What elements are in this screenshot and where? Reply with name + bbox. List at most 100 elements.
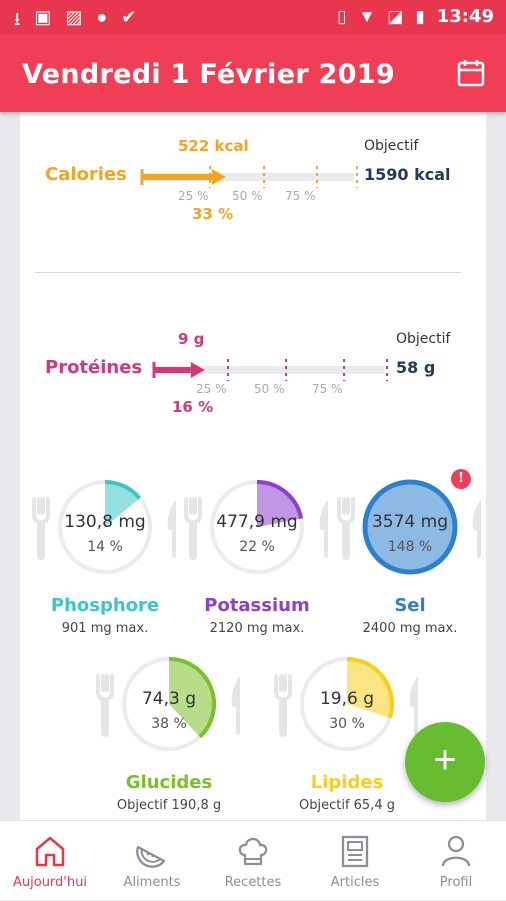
proteines-label: Protéines — [45, 357, 143, 378]
ring-fill — [169, 659, 215, 737]
nutrient-name: Lipides — [310, 772, 384, 793]
proteines-objective-value: 58 g — [396, 358, 436, 377]
proteines-objective-label: Objectif — [396, 331, 451, 347]
nutrient-value: 74,3 g — [141, 689, 197, 709]
calories-tick-25: 25 % — [178, 189, 209, 203]
nutrient-name: Phosphore — [50, 595, 160, 616]
nav-item-articles[interactable]: Articles — [305, 821, 405, 901]
progress-arrow — [190, 362, 205, 378]
ring-arc — [346, 657, 394, 719]
nutrient-lipides[interactable]: 19,6 g 30 % Lipides Objectif 65,4 g — [262, 644, 432, 844]
ring-fill — [347, 659, 392, 718]
person-icon — [441, 835, 471, 867]
alert-badge: ! — [451, 469, 471, 489]
calories-percent: 33 % — [192, 205, 234, 223]
summary-card: Calories 522 kcal Objectif 1590 kcal 25 … — [20, 112, 486, 820]
nav-label-aliments: Aliments — [123, 875, 181, 890]
divider — [35, 272, 461, 273]
record-icon: ● — [96, 7, 108, 27]
nutrient-name: Sel — [394, 595, 426, 616]
progress-fill — [142, 174, 212, 180]
nutrient-value: 130,8 mg — [64, 512, 146, 532]
nutrient-glucides[interactable]: 74,3 g 38 % Glucides Objectif 190,8 g — [84, 644, 254, 844]
battery-icon: ▮ — [415, 6, 425, 26]
proteines-current: 9 g — [178, 330, 205, 348]
nutrient-percent: 30 % — [329, 716, 365, 732]
ring-fill — [105, 482, 140, 527]
knife-icon — [409, 676, 418, 735]
nutrient-percent: 22 % — [239, 539, 275, 555]
nutrient-sel[interactable]: 3574 mg 148 % Sel 2400 mg max.! — [325, 467, 495, 667]
ring-fill — [257, 482, 302, 527]
vibrate-icon: ▯ — [337, 6, 347, 26]
nutrient-value: 3574 mg — [371, 512, 449, 532]
status-bar: ⭳ ▣ ▨ ● ✔ ▯ ▼ ◪ ▮ 13:49 — [0, 0, 506, 34]
nutrient-max: 2400 mg max. — [362, 621, 458, 636]
knife-icon — [167, 499, 176, 558]
knife-icon — [319, 499, 328, 558]
nutrient-max: Objectif 190,8 g — [116, 798, 222, 813]
calories-current: 522 kcal — [178, 137, 249, 155]
nutrient-potassium[interactable]: 477,9 mg 22 % Potassium 2120 mg max. — [172, 467, 342, 667]
progress-fill — [154, 367, 191, 373]
watermelon-icon — [136, 845, 166, 868]
phone-download-icon: ▣ — [34, 7, 52, 27]
wifi-icon: ▼ — [358, 6, 376, 26]
ring-arc — [104, 480, 142, 500]
nutrient-percent: 38 % — [151, 716, 187, 732]
nutrient-ring-potassium — [184, 480, 328, 574]
nav-item-aliments[interactable]: Aliments — [102, 821, 202, 901]
app-bar: Vendredi 1 Février 2019 — [0, 34, 506, 112]
ring-fill — [362, 479, 458, 575]
progress-track — [154, 366, 384, 374]
proteines-percent: 16 % — [172, 398, 214, 416]
fork-icon — [274, 674, 292, 738]
calories-objective-label: Objectif — [364, 138, 419, 154]
fork-icon — [184, 497, 202, 561]
nutrient-name: Glucides — [125, 772, 213, 793]
bottom-navigation: Aujourd'hui Aliments Recettes Articles P… — [0, 820, 506, 900]
progress-track — [142, 173, 354, 181]
nutrient-ring-sel — [337, 479, 481, 575]
download-icon: ⭳ — [14, 9, 21, 29]
proteines-tick-75: 75 % — [312, 382, 343, 396]
nutrient-percent: 148 % — [387, 539, 433, 555]
nav-item-profil[interactable]: Profil — [406, 821, 506, 901]
nutrient-percent: 14 % — [87, 539, 123, 555]
fork-icon — [337, 497, 355, 561]
nutrient-max: Objectif 65,4 g — [299, 798, 395, 813]
add-button[interactable]: + — [405, 722, 485, 802]
nav-item-recettes[interactable]: Recettes — [203, 821, 303, 901]
nav-item-aujourdhui[interactable]: Aujourd'hui — [0, 821, 100, 901]
check-app-icon: ✔ — [121, 7, 137, 27]
nutrient-ring-phosphore — [32, 480, 176, 574]
nutrient-ring-glucides — [96, 657, 240, 751]
nav-label-recettes: Recettes — [224, 875, 282, 890]
progress-arrow — [211, 169, 226, 185]
knife-icon — [231, 676, 240, 735]
nutrient-name: Potassium — [204, 595, 310, 616]
article-icon — [341, 835, 369, 868]
nutrient-max: 2120 mg max. — [209, 621, 305, 636]
ring-arc — [256, 480, 304, 519]
calories-objective-value: 1590 kcal — [364, 165, 451, 184]
proteines-tick-25: 25 % — [196, 382, 227, 396]
calendar-icon[interactable] — [456, 58, 486, 88]
nutrient-ring-lipides — [274, 657, 418, 751]
signal-icon: ◪ — [387, 6, 404, 26]
fork-icon — [96, 674, 114, 738]
nav-label-aujourdhui: Aujourd'hui — [13, 875, 87, 890]
nutrient-phosphore[interactable]: 130,8 mg 14 % Phosphore 901 mg max. — [20, 467, 190, 667]
page-title: Vendredi 1 Février 2019 — [22, 59, 395, 90]
calories-tick-75: 75 % — [285, 189, 316, 203]
status-time: 13:49 — [436, 6, 494, 27]
fork-icon — [32, 497, 50, 561]
proteines-tick-50: 50 % — [254, 382, 285, 396]
nav-label-profil: Profil — [439, 875, 473, 890]
nutrient-value: 19,6 g — [319, 689, 375, 709]
proteines-progress-bar — [152, 359, 388, 381]
calories-label: Calories — [45, 164, 127, 185]
nutrient-max: 901 mg max. — [61, 621, 149, 636]
calories-tick-50: 50 % — [232, 189, 263, 203]
calories-progress-bar — [140, 166, 358, 188]
